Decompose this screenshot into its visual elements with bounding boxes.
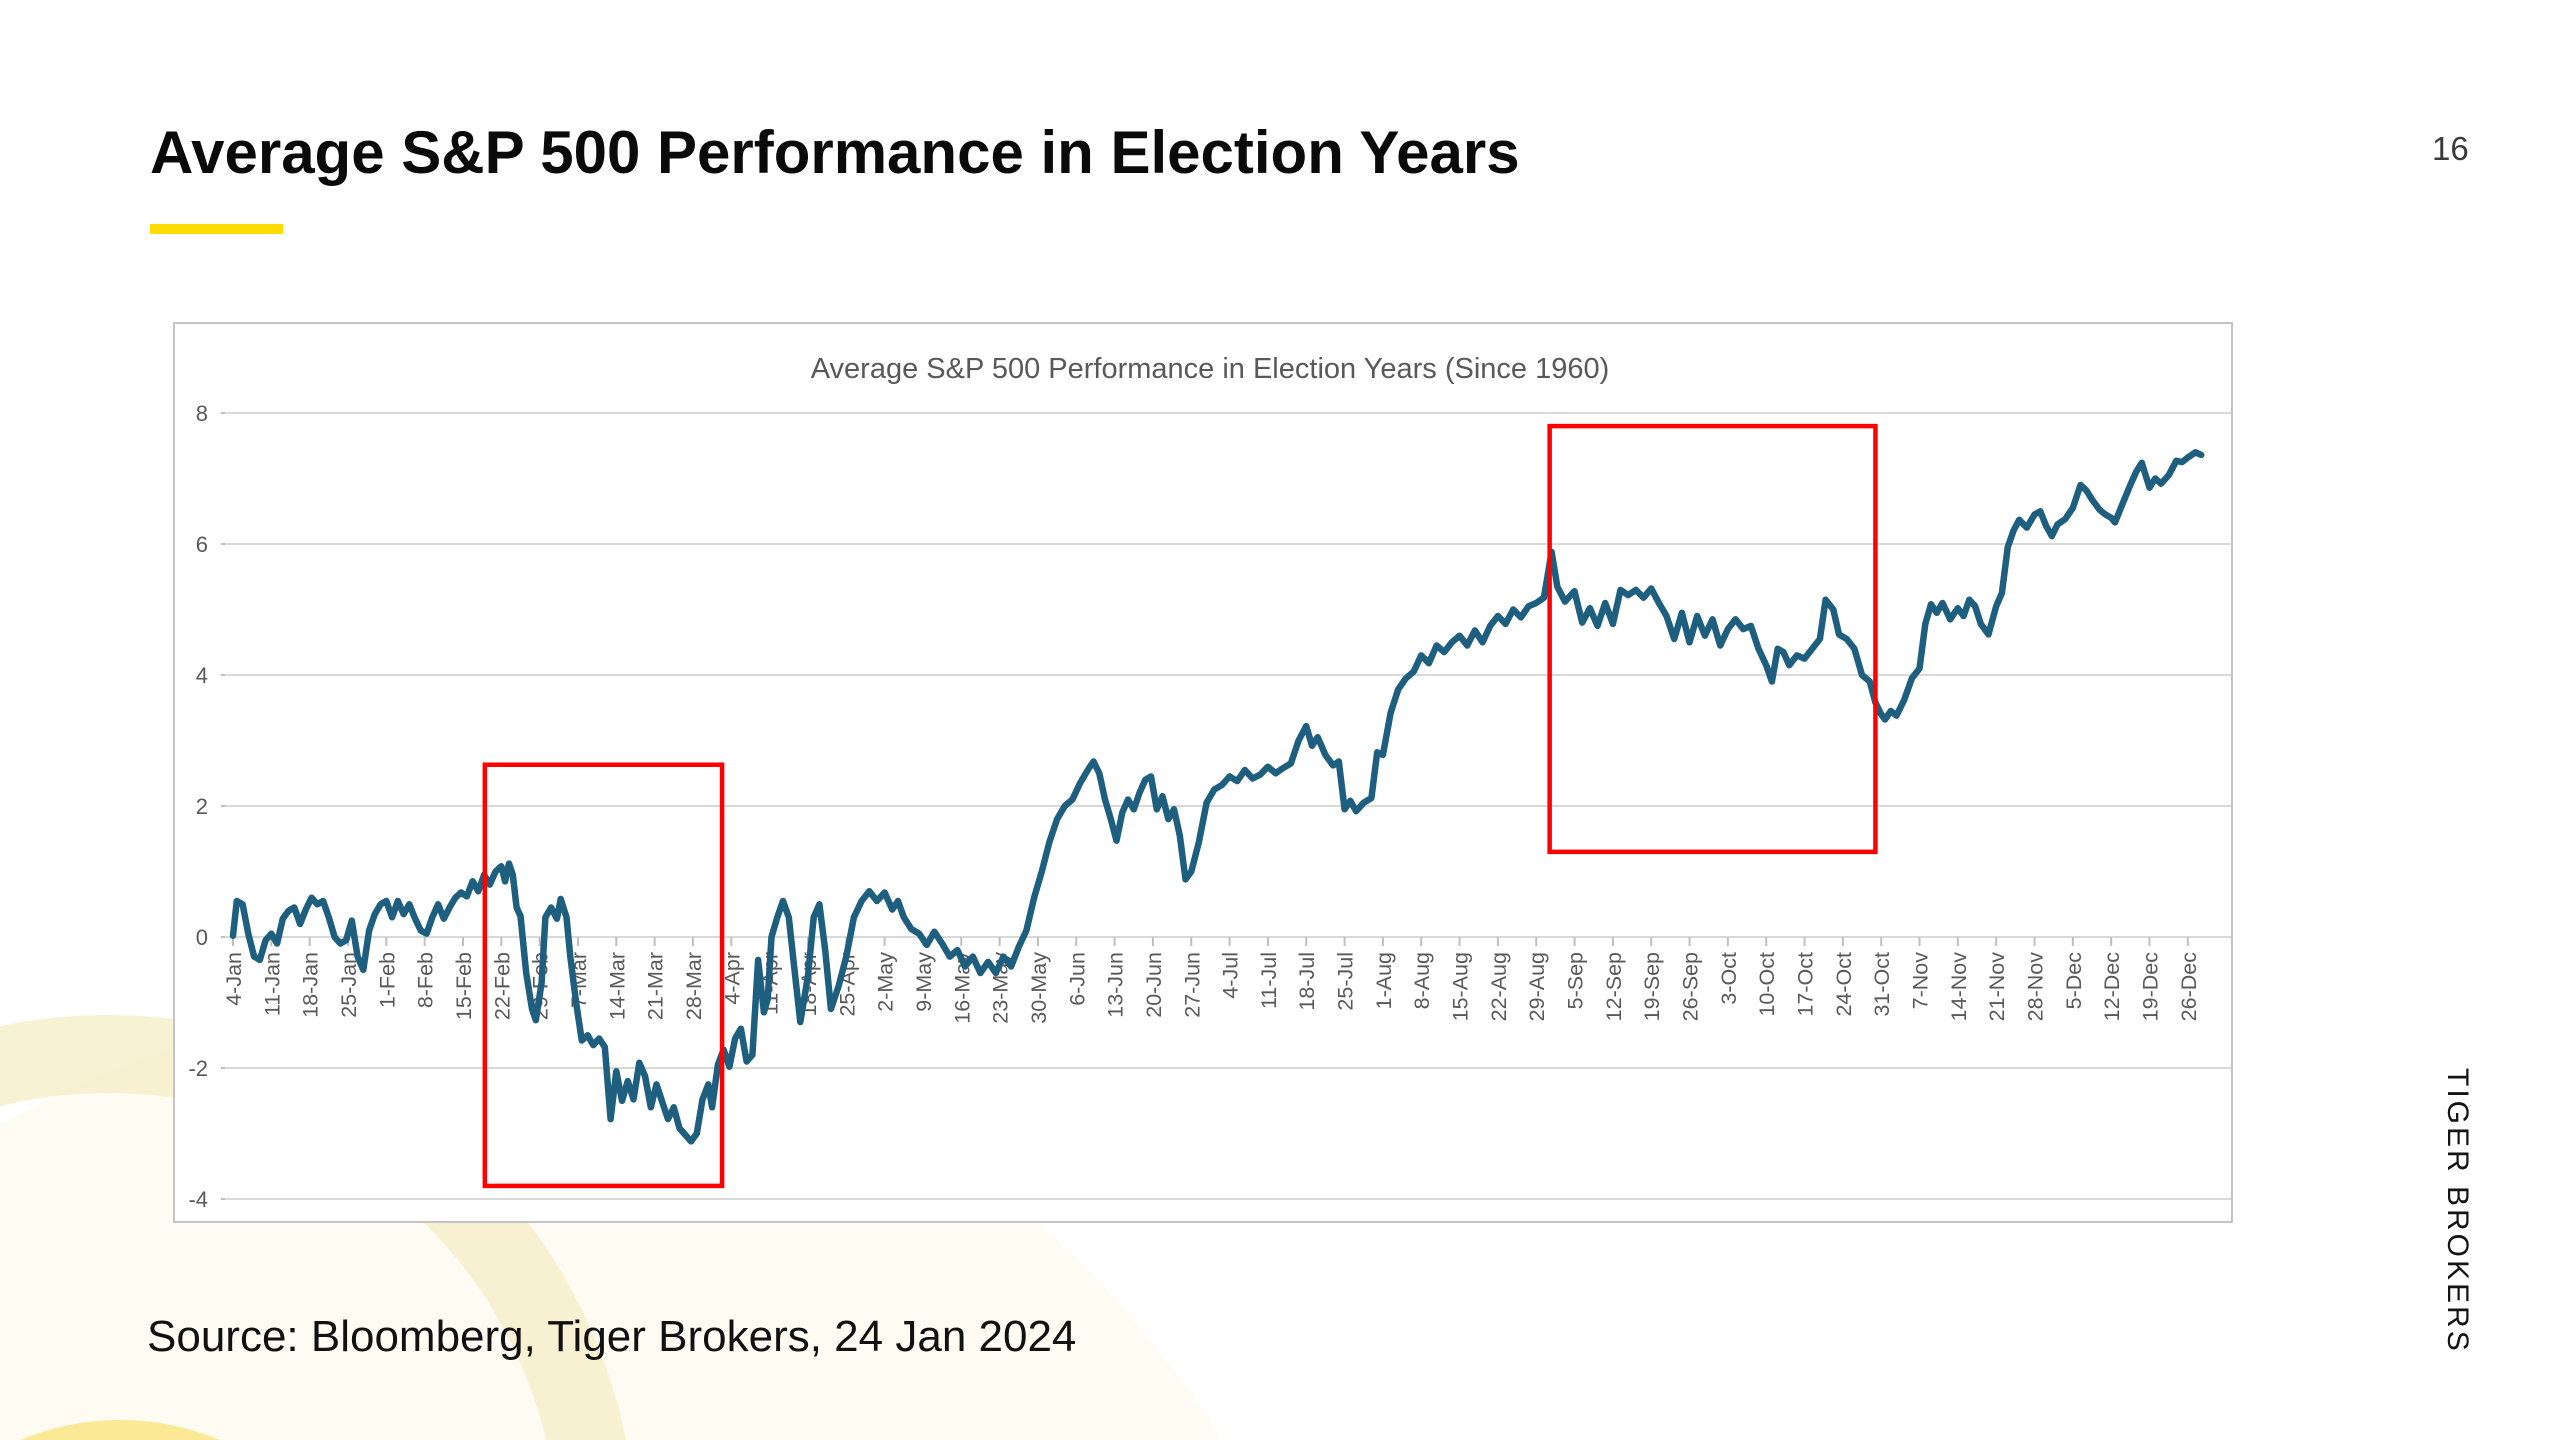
x-axis-label: 11-Jul [1257,952,1281,1009]
x-axis-label: 26-Dec [2177,952,2201,1022]
x-axis-label: 12-Sep [1602,952,1626,1021]
x-axis-label: 8-Feb [414,952,438,1008]
x-axis-label: 18-Jul [1295,952,1319,1011]
y-axis-label: 8 [196,401,208,426]
x-axis-label: 22-Aug [1487,952,1511,1021]
x-axis-label: 15-Aug [1449,952,1473,1021]
x-axis-label: 17-Oct [1794,952,1818,1017]
x-axis-label: 28-Nov [2024,952,2048,1022]
x-axis-label: 25-Jul [1334,952,1358,1011]
x-axis-label: 31-Oct [1870,952,1894,1017]
sp500-average-line [229,449,2205,1145]
highlight-box-sep-oct-consolidation-window [1547,423,1878,855]
x-axis-label: 19-Dec [2139,952,2163,1022]
x-axis-label: 18-Jan [299,952,323,1018]
x-axis-label: 21-Mar [644,952,668,1020]
highlight-box-feb-mar-selloff-window [482,762,725,1189]
x-axis-label: 1-Aug [1372,952,1396,1009]
y-axis-label: 2 [196,794,208,819]
y-axis-label: -2 [188,1056,208,1081]
x-axis-label: 13-Jun [1104,952,1128,1018]
x-axis-label: 1-Feb [375,952,399,1008]
x-axis-label: 15-Feb [452,952,476,1020]
x-axis-label: 28-Mar [682,952,706,1020]
x-axis-label: 2-May [874,952,898,1012]
x-axis-label: 22-Feb [490,952,514,1020]
x-axis-label: 8-Aug [1410,952,1434,1009]
x-axis-label: 20-Jun [1142,952,1166,1018]
y-axis-label: -4 [188,1187,208,1212]
x-axis-label: 5-Dec [2062,952,2086,1010]
x-axis-label: 24-Oct [1832,952,1856,1017]
chart-title: Average S&P 500 Performance in Election … [811,353,1610,385]
x-axis-label: 4-Jul [1219,952,1243,999]
y-axis-label: 0 [196,925,208,950]
brand-watermark: TIGER BROKERS [2441,1068,2474,1354]
page-number: 16 [2432,130,2469,167]
chart-card: Average S&P 500 Performance in Election … [173,322,2233,1223]
title-underline-accent [150,224,283,234]
x-axis-label: 10-Oct [1755,952,1779,1017]
x-axis-label: 30-May [1027,952,1051,1024]
x-axis-label: 14-Nov [1947,952,1971,1022]
x-axis-label: 3-Oct [1717,952,1741,1005]
page-title: Average S&P 500 Performance in Election … [150,119,1520,186]
x-axis-label: 26-Sep [1679,952,1703,1021]
x-axis-label: 7-Nov [1909,952,1933,1010]
x-axis-label: 21-Nov [1985,952,2009,1022]
x-axis-label: 11-Jan [260,952,284,1016]
x-axis-label: 5-Sep [1564,952,1588,1009]
x-axis-label: 14-Mar [605,952,629,1020]
y-axis-label: 6 [196,532,208,557]
x-axis-label: 27-Jun [1180,952,1204,1018]
x-axis-label: 6-Jun [1065,952,1089,1006]
x-axis-label: 29-Aug [1525,952,1549,1021]
y-axis-label: 4 [196,663,208,688]
source-attribution: Source: Bloomberg, Tiger Brokers, 24 Jan… [147,1312,1077,1361]
x-axis-label: 9-May [912,952,936,1012]
x-axis-label: 12-Dec [2100,952,2124,1022]
x-axis-label: 4-Jan [222,952,246,1006]
x-axis-label: 19-Sep [1640,952,1664,1021]
